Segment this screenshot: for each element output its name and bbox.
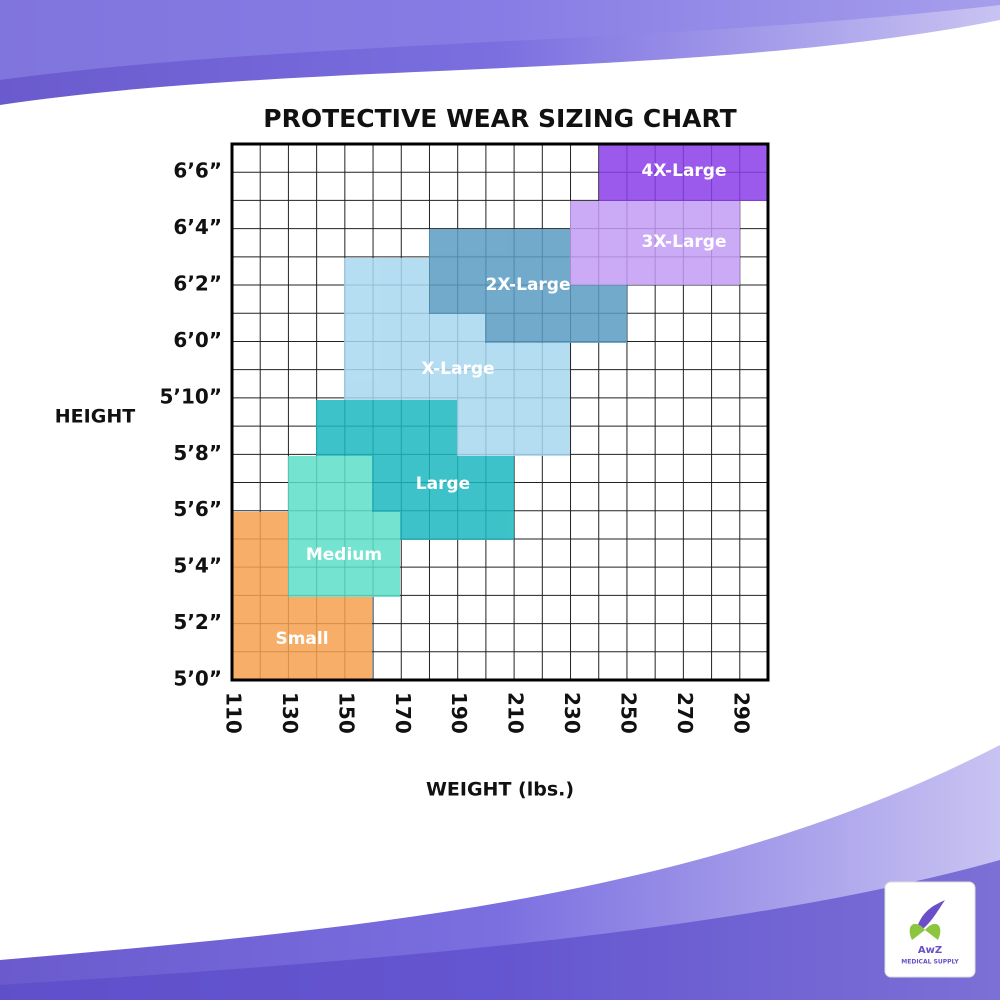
title: PROTECTIVE WEAR SIZING CHART [263, 104, 736, 133]
zone-3xlarge [570, 201, 740, 285]
size-label: Medium [306, 545, 382, 565]
y-tick-label: 6’6” [173, 159, 222, 183]
y-tick-label: 6’0” [173, 328, 222, 352]
top-wave-light [0, 0, 1000, 80]
y-tick-label: 5’8” [173, 441, 222, 465]
size-label: Large [416, 474, 470, 494]
x-tick-label: 110 [222, 692, 246, 734]
x-axis-label: WEIGHT (lbs.) [426, 779, 574, 801]
x-tick-label: 210 [504, 692, 528, 734]
size-zones [232, 144, 768, 680]
bottom-wave-dark [0, 860, 1000, 1000]
zone-large [316, 400, 514, 540]
size-label: X-Large [421, 359, 494, 379]
y-tick-label: 5’2” [173, 610, 222, 634]
y-axis-label: HEIGHT [55, 406, 135, 428]
x-tick-label: 290 [729, 692, 753, 734]
y-tick-label: 5’0” [173, 667, 222, 691]
y-tick-label: 5’10” [160, 384, 223, 408]
size-label: 4X-Large [642, 161, 727, 181]
x-tick-label: 250 [616, 692, 640, 734]
x-tick-label: 150 [334, 692, 358, 734]
size-label: 2X-Large [486, 275, 571, 295]
x-tick-label: 170 [391, 692, 415, 734]
x-tick-label: 270 [673, 692, 697, 734]
logo-tagline: MEDICAL SUPPLY [901, 959, 959, 966]
logo-name: AwZ [918, 945, 942, 956]
y-tick-label: 6’2” [173, 272, 222, 296]
y-tick-label: 6’4” [173, 215, 222, 239]
logo-leaves [909, 923, 941, 940]
zone-4xlarge [599, 144, 768, 201]
grid-border [230, 142, 770, 682]
size-label: Small [275, 629, 328, 649]
y-ticks: 6’6” 6’4” 6’2” 6’0” 5’10” 5’8” 5’6” 5’4” 5’2” 5’0… [160, 159, 223, 691]
x-tick-label: 190 [447, 692, 471, 734]
size-label: 3X-Large [642, 232, 727, 252]
logo-bird [915, 900, 945, 935]
x-tick-label: 130 [278, 692, 302, 734]
x-tick-label: 230 [560, 692, 584, 734]
x-ticks: 110 130 150 170 190 210 230 250 270 290 [222, 692, 754, 734]
y-tick-label: 5’4” [173, 554, 222, 578]
y-tick-label: 5’6” [173, 497, 222, 521]
